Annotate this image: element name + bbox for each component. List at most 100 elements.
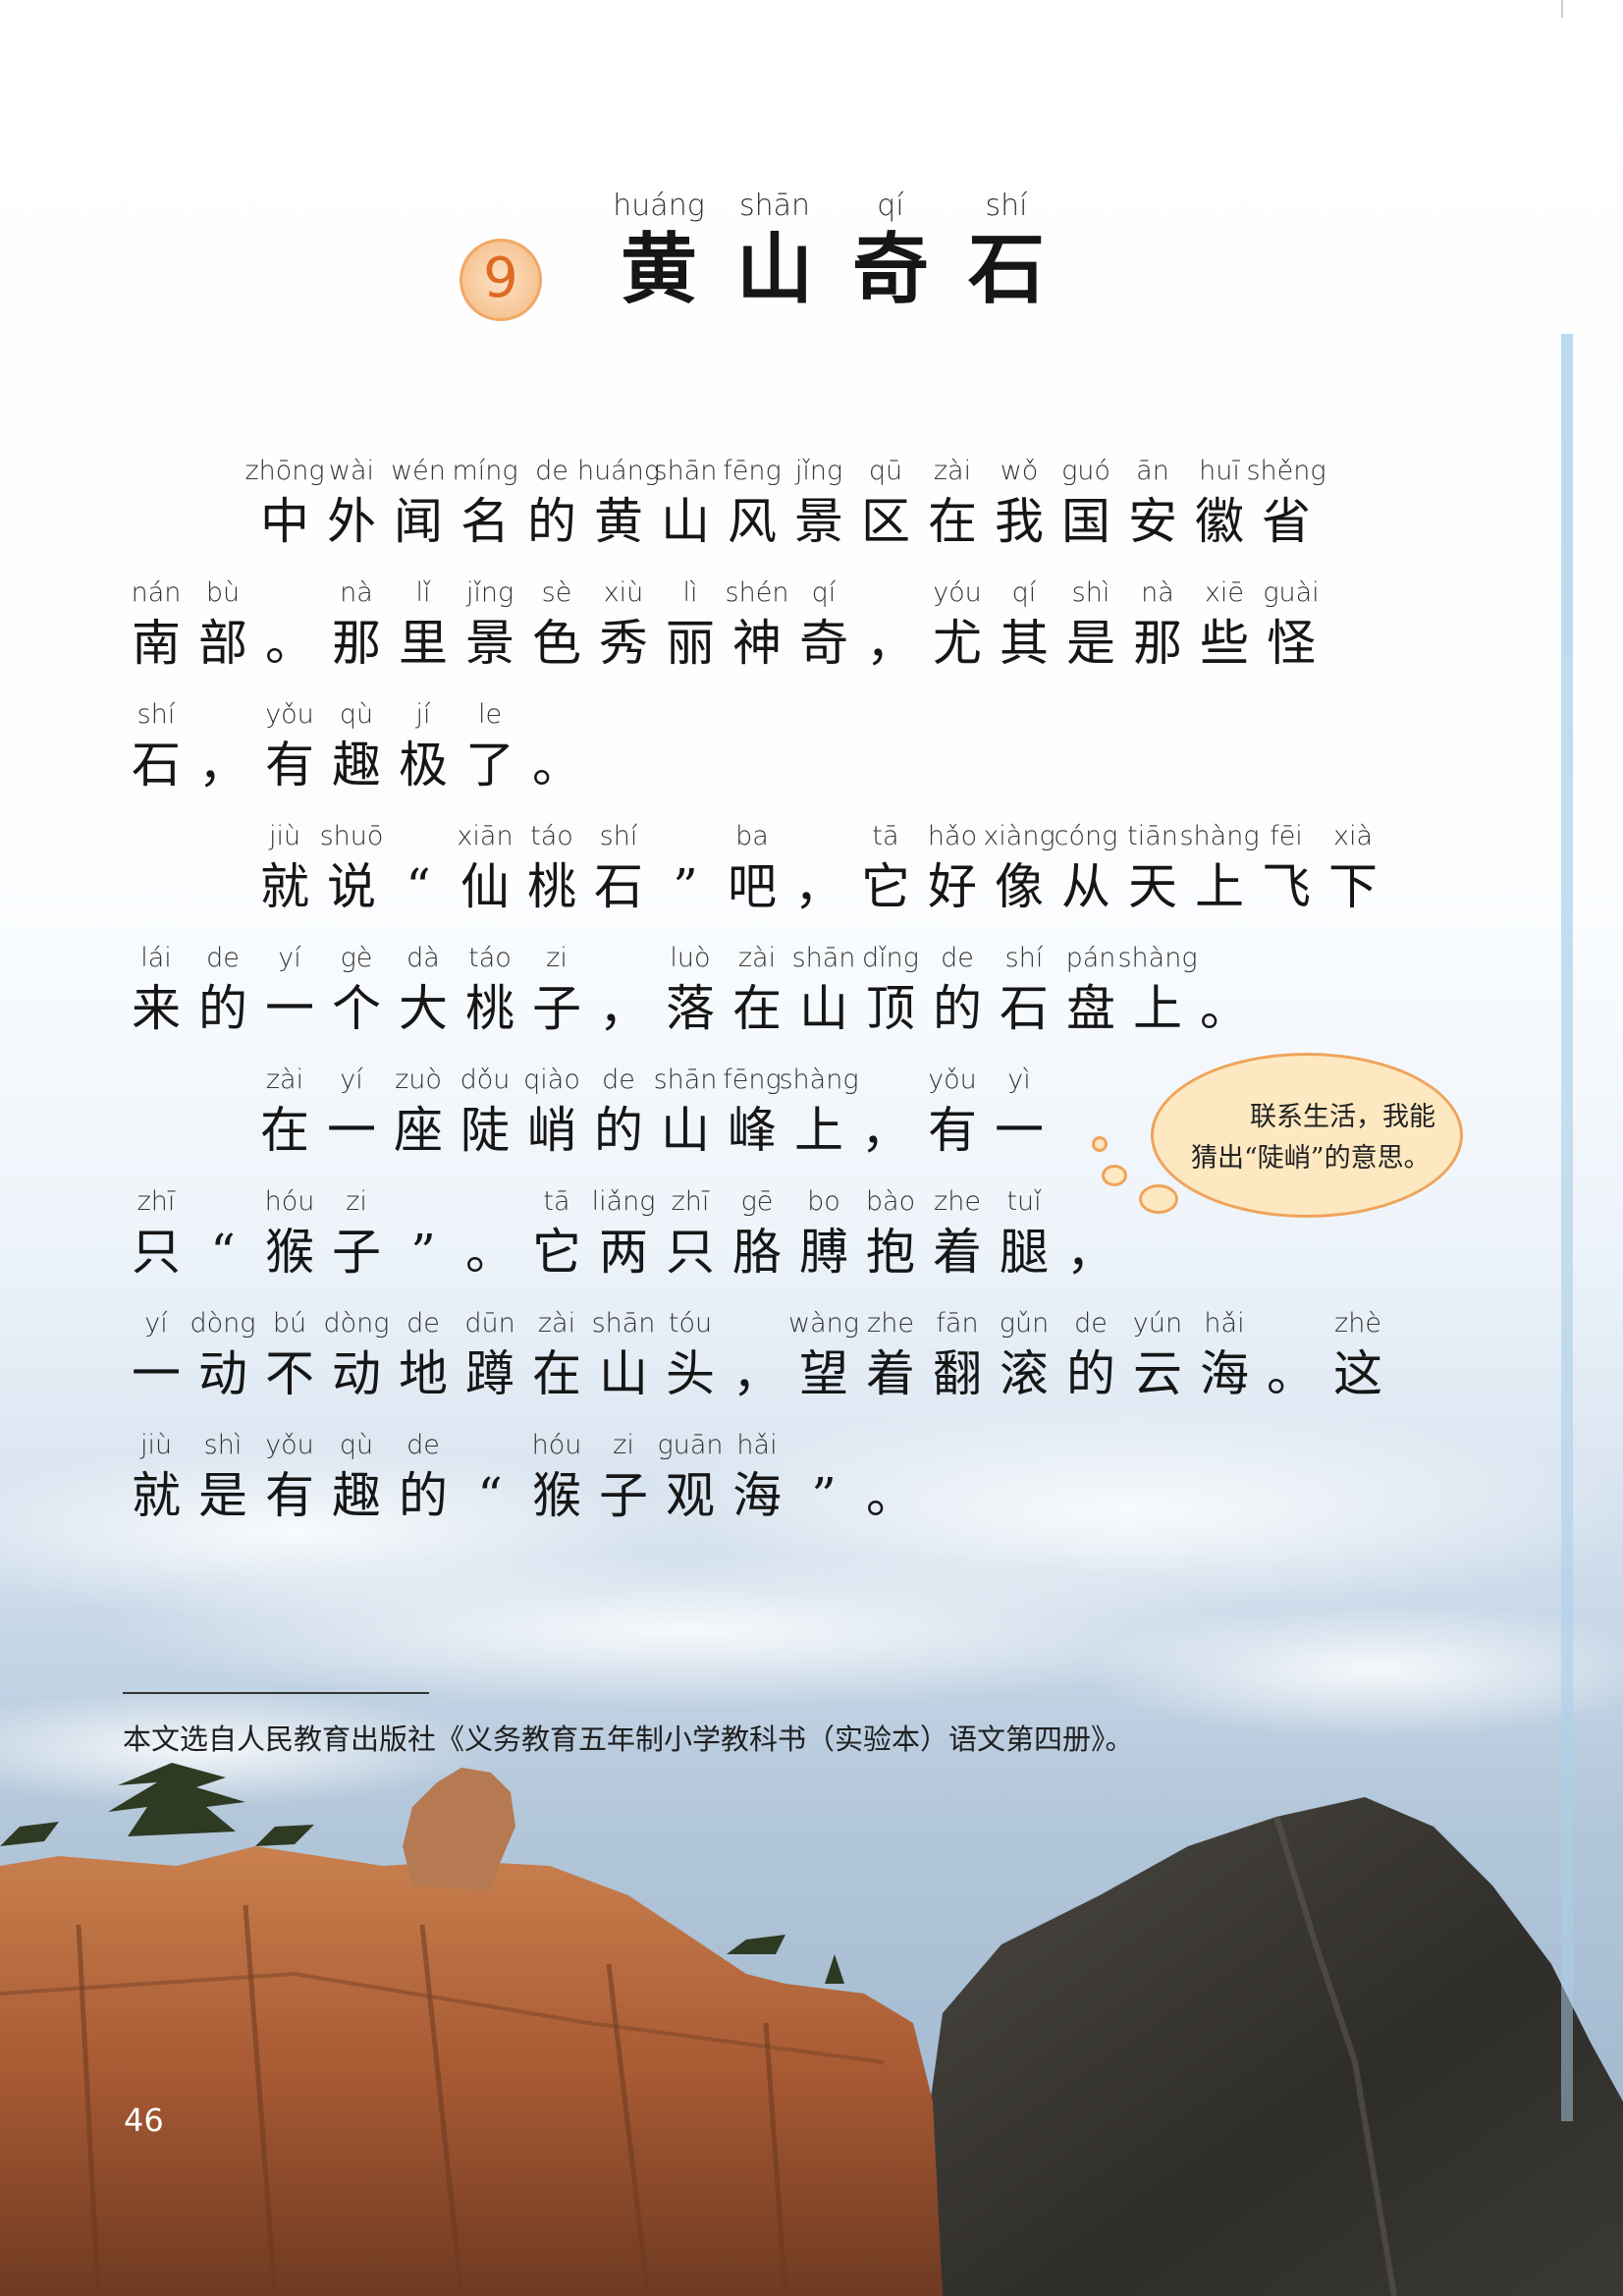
pinyin: shān — [591, 1308, 656, 1339]
pinyin: shí — [136, 699, 176, 730]
hanzi: 神 — [732, 615, 782, 672]
pinyin: wài — [328, 456, 375, 486]
hanzi: 就 — [260, 858, 309, 915]
character-unit: qù 趣 — [323, 695, 390, 790]
pinyin: huī — [1199, 456, 1240, 486]
character-unit: tuǐ 腿 — [991, 1182, 1057, 1277]
pinyin: jí — [415, 699, 431, 730]
character-unit: bào 抱 — [857, 1182, 924, 1277]
pinyin: yí — [340, 1065, 363, 1095]
hanzi: 盘 — [1066, 980, 1115, 1037]
hanzi: 一 — [995, 1102, 1044, 1159]
character-unit: dǒu 陡 — [452, 1061, 518, 1155]
character-unit: qí 奇 — [790, 574, 857, 668]
character-unit: nà 那 — [1124, 574, 1191, 668]
pinyin: zhè — [1334, 1308, 1381, 1339]
pinyin: de — [535, 456, 568, 486]
pinyin: bù — [205, 577, 241, 608]
hanzi: 山 — [735, 225, 813, 314]
character-unit: shì 是 — [1057, 574, 1124, 668]
character-unit: zhe 着 — [924, 1182, 991, 1277]
character-unit: shí 石 — [585, 817, 652, 911]
clouds — [0, 1404, 1623, 1807]
hanzi: 奇 — [851, 225, 929, 314]
hanzi: 一 — [132, 1345, 181, 1402]
character-unit: de 的 — [1057, 1304, 1124, 1398]
hanzi: 山 — [661, 493, 710, 550]
hanzi: 石 — [967, 225, 1045, 314]
pinyin: huáng — [576, 456, 661, 486]
hanzi: 桃 — [465, 980, 514, 1037]
pinyin: de — [206, 943, 240, 973]
pinyin: zài — [265, 1065, 304, 1095]
character-unit: 。 — [523, 695, 590, 790]
hanzi: 上 — [794, 1102, 843, 1159]
pinyin: fēng — [723, 1065, 782, 1095]
character-unit: fēng 风 — [719, 452, 785, 546]
hanzi: 在 — [532, 1345, 581, 1402]
character-unit: jí 极 — [390, 695, 457, 790]
pinyin: hóu — [531, 1430, 582, 1460]
pinyin: zhe — [934, 1186, 981, 1217]
character-unit: shàng 上 — [779, 1061, 858, 1159]
pinyin: tā — [543, 1186, 570, 1217]
character-unit: zhī 只 — [123, 1182, 189, 1277]
hanzi: ” — [410, 1224, 436, 1281]
character-unit: xiān 仙 — [452, 817, 518, 911]
pinyin: dòng — [189, 1308, 256, 1339]
character-unit: shān 山 — [652, 1061, 719, 1155]
thought-dot-small — [1092, 1136, 1108, 1152]
character-unit: 。 — [857, 1426, 924, 1520]
hanzi: 落 — [666, 980, 715, 1037]
pinyin: yǒu — [265, 1430, 314, 1460]
character-unit: qù 趣 — [323, 1426, 390, 1520]
pinyin: de — [406, 1430, 440, 1460]
character-unit: yì 一 — [986, 1061, 1053, 1155]
lesson-title: huáng 黄 shān 山 qí 奇 shí 石 — [601, 187, 1064, 308]
hanzi: 那 — [1133, 615, 1182, 672]
hanzi: 极 — [399, 737, 448, 793]
character-unit: bù 部 — [189, 574, 256, 668]
hanzi: 这 — [1333, 1345, 1382, 1402]
hanzi: 那 — [332, 615, 381, 672]
pinyin: wǒ — [1000, 456, 1039, 486]
character-unit: ba 吧 — [719, 817, 785, 911]
character-unit: dòng 动 — [189, 1304, 256, 1398]
pinyin: ba — [735, 821, 769, 851]
character-unit: yǒu 有 — [256, 1426, 323, 1520]
pinyin: míng — [452, 456, 518, 486]
pinyin: pán — [1065, 943, 1116, 973]
character-unit: de 的 — [585, 1061, 652, 1155]
pinyin: shì — [1071, 577, 1110, 608]
hanzi: 。 — [1267, 1345, 1316, 1402]
hanzi: 在 — [732, 980, 782, 1037]
hanzi: 景 — [794, 493, 843, 550]
hanzi: 。 — [465, 1224, 514, 1281]
hanzi: 望 — [799, 1345, 848, 1402]
pinyin: dòng — [323, 1308, 390, 1339]
character-unit: táo 桃 — [457, 939, 523, 1033]
hanzi: 从 — [1061, 858, 1110, 915]
pinyin: yǒu — [265, 699, 314, 730]
character-unit: míng 名 — [452, 452, 518, 546]
text-line: yí 一 dòng 动 bú 不 dòng 动 de 地 dūn 蹲 zài 在 shān 山 tóu 头， wàn… — [123, 1304, 1391, 1398]
rock-cliff — [0, 1846, 943, 2296]
hanzi: 山 — [599, 1345, 648, 1402]
footnote-rule — [123, 1692, 429, 1694]
hanzi: 海 — [1200, 1345, 1249, 1402]
pinyin: yóu — [933, 577, 982, 608]
pinyin: xiān — [457, 821, 514, 851]
character-unit: zài 在 — [523, 1304, 590, 1398]
character-unit: guó 国 — [1053, 452, 1119, 546]
hanzi: 是 — [1066, 615, 1115, 672]
hanzi: 国 — [1061, 493, 1110, 550]
pinyin: shěng — [1246, 456, 1326, 486]
hanzi: 。 — [265, 615, 314, 672]
hanzi: 省 — [1262, 493, 1311, 550]
hanzi: 尤 — [933, 615, 982, 672]
text-line: zhī 只 “hóu 猴 zi 子”。 tā 它 liǎng 两 zhī 只 gē 胳 bo 膊 bào 抱 zhe… — [123, 1182, 1124, 1277]
pinyin: shuō — [319, 821, 384, 851]
hanzi: 石 — [594, 858, 643, 915]
hanzi: 风 — [728, 493, 777, 550]
hanzi: ， — [732, 1345, 782, 1402]
